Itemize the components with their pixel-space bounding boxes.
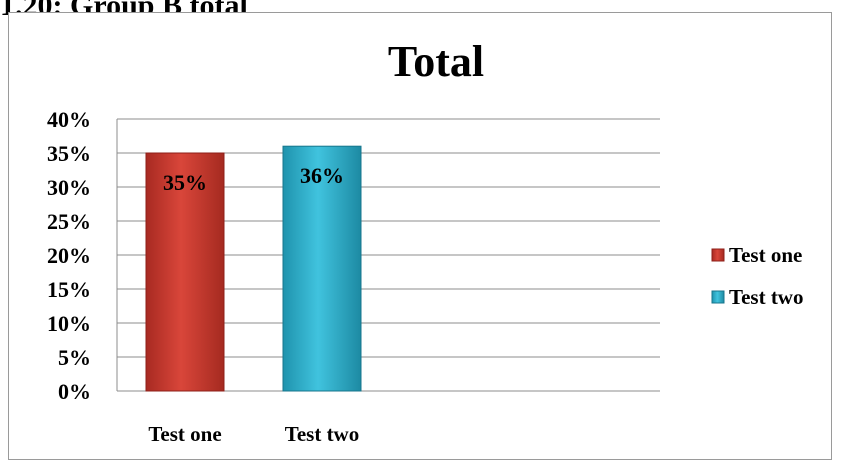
legend-label: Test one — [729, 243, 802, 267]
y-tick-label: 35% — [47, 141, 91, 166]
bar-test-one — [145, 152, 225, 392]
legend-swatch — [711, 248, 725, 262]
legend: Test one Test two — [711, 243, 803, 309]
chart-title: Total — [388, 37, 484, 86]
bar-test-two — [282, 145, 362, 392]
data-label: 35% — [163, 170, 207, 195]
chart-frame — [8, 12, 832, 460]
y-tick-label: 5% — [58, 345, 91, 370]
y-tick-label: 10% — [47, 311, 91, 336]
y-tick-label: 0% — [58, 379, 91, 404]
y-tick-label: 20% — [47, 243, 91, 268]
data-label: 36% — [300, 163, 344, 188]
legend-label: Test two — [729, 285, 803, 309]
y-tick-label: 30% — [47, 175, 91, 200]
x-tick-label: Test one — [148, 422, 221, 446]
y-tick-label: 40% — [47, 107, 91, 132]
y-tick-label: 25% — [47, 209, 91, 234]
legend-swatch — [711, 290, 725, 304]
x-tick-label: Test two — [285, 422, 359, 446]
y-tick-label: 15% — [47, 277, 91, 302]
